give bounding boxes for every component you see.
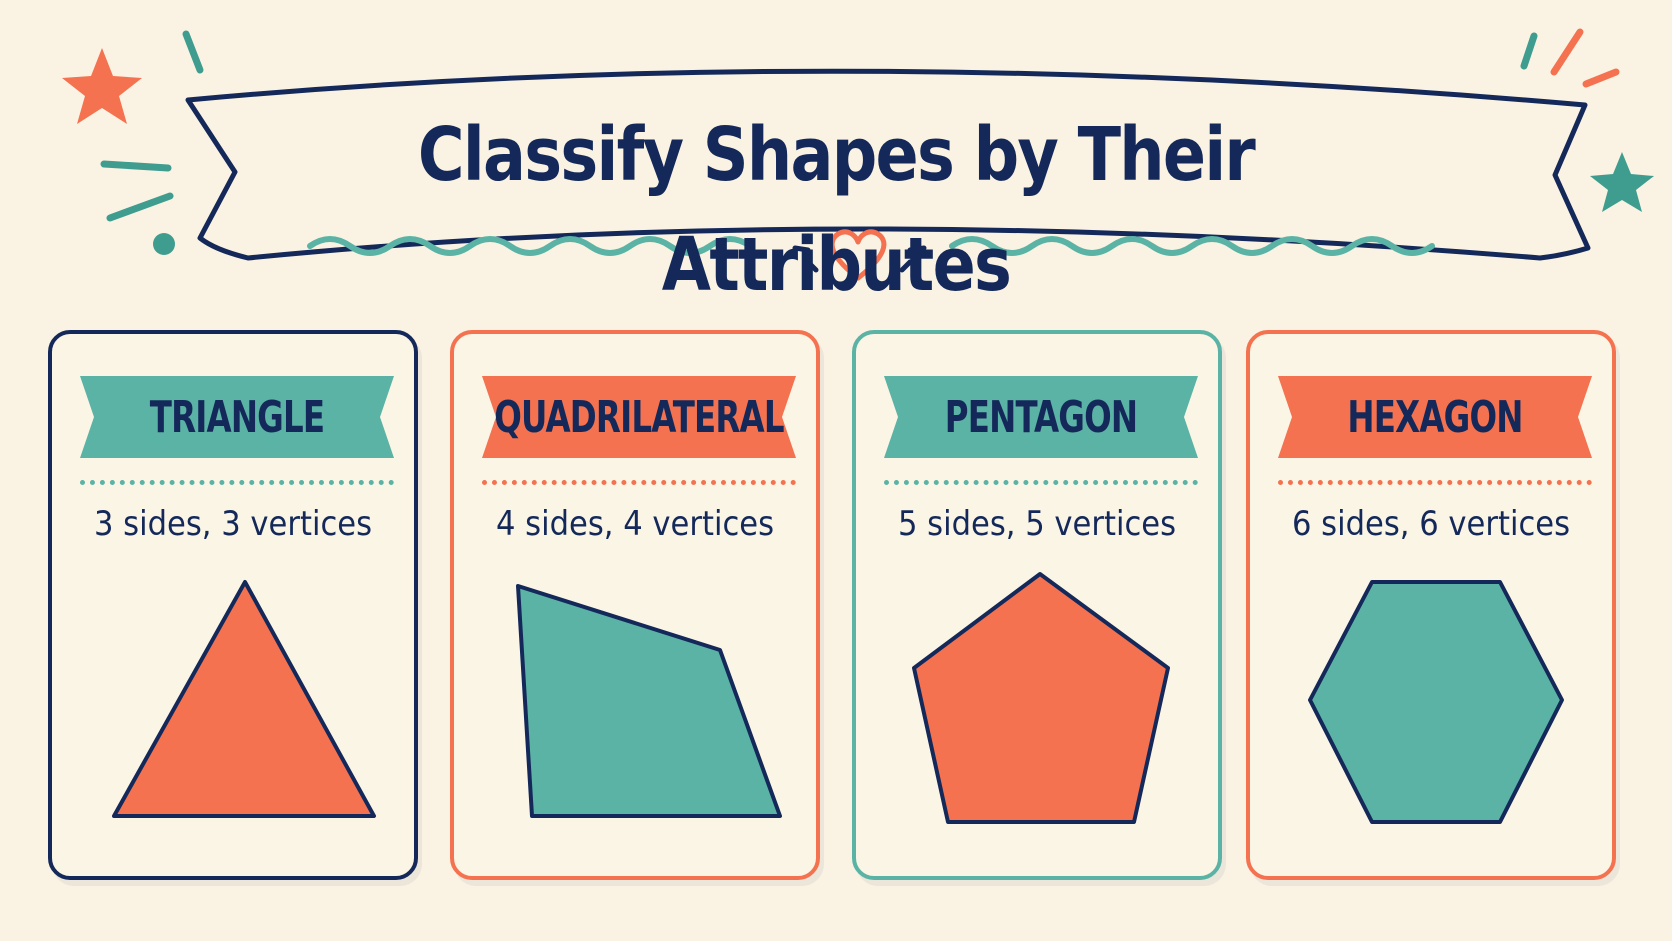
star-icon (62, 48, 142, 124)
banner-shape (482, 376, 796, 458)
card-title: TRIANGLE (149, 391, 325, 443)
card-description: 5 sides, 5 vertices (897, 504, 1177, 544)
dotted-divider (80, 480, 394, 485)
sparkle-lines-left (100, 30, 204, 222)
triangle-shape (112, 580, 376, 818)
banner-shape (80, 376, 394, 458)
dotted-divider (884, 480, 1198, 485)
card-description: 4 sides, 4 vertices (495, 504, 775, 544)
card-title: HEXAGON (1347, 391, 1523, 443)
banner-shape (884, 376, 1198, 458)
card-pentagon: PENTAGON 5 sides, 5 vertices (852, 330, 1222, 880)
card-description: 6 sides, 6 vertices (1291, 504, 1571, 544)
star-icon (1590, 152, 1654, 212)
card-banner: QUADRILATERAL (482, 376, 796, 458)
card-banner: TRIANGLE (80, 376, 394, 458)
sparkle-lines-right (1520, 28, 1620, 88)
dot-icon (153, 233, 175, 255)
card-banner: HEXAGON (1278, 376, 1592, 458)
wavy-underline-left (307, 236, 753, 256)
card-quadrilateral: QUADRILATERAL 4 sides, 4 vertices (450, 330, 820, 880)
heart-sparkles (792, 245, 927, 273)
card-banner: PENTAGON (884, 376, 1198, 458)
dotted-divider (1278, 480, 1592, 485)
card-hexagon: HEXAGON 6 sides, 6 vertices (1246, 330, 1616, 880)
card-triangle: TRIANGLE 3 sides, 3 vertices (48, 330, 418, 880)
card-description: 3 sides, 3 vertices (93, 504, 373, 544)
page-title: Classify Shapes by Their Attributes (417, 112, 1256, 308)
quadrilateral-shape (516, 584, 782, 818)
card-title: PENTAGON (944, 391, 1138, 443)
card-title: QUADRILATERAL (494, 391, 784, 443)
dotted-divider (482, 480, 796, 485)
pentagon-shape (912, 572, 1170, 824)
heart-icon (829, 229, 887, 281)
banner-shape (1278, 376, 1592, 458)
title-ribbon (185, 68, 1591, 261)
hexagon-shape (1308, 580, 1564, 824)
wavy-underline-right (949, 236, 1435, 256)
